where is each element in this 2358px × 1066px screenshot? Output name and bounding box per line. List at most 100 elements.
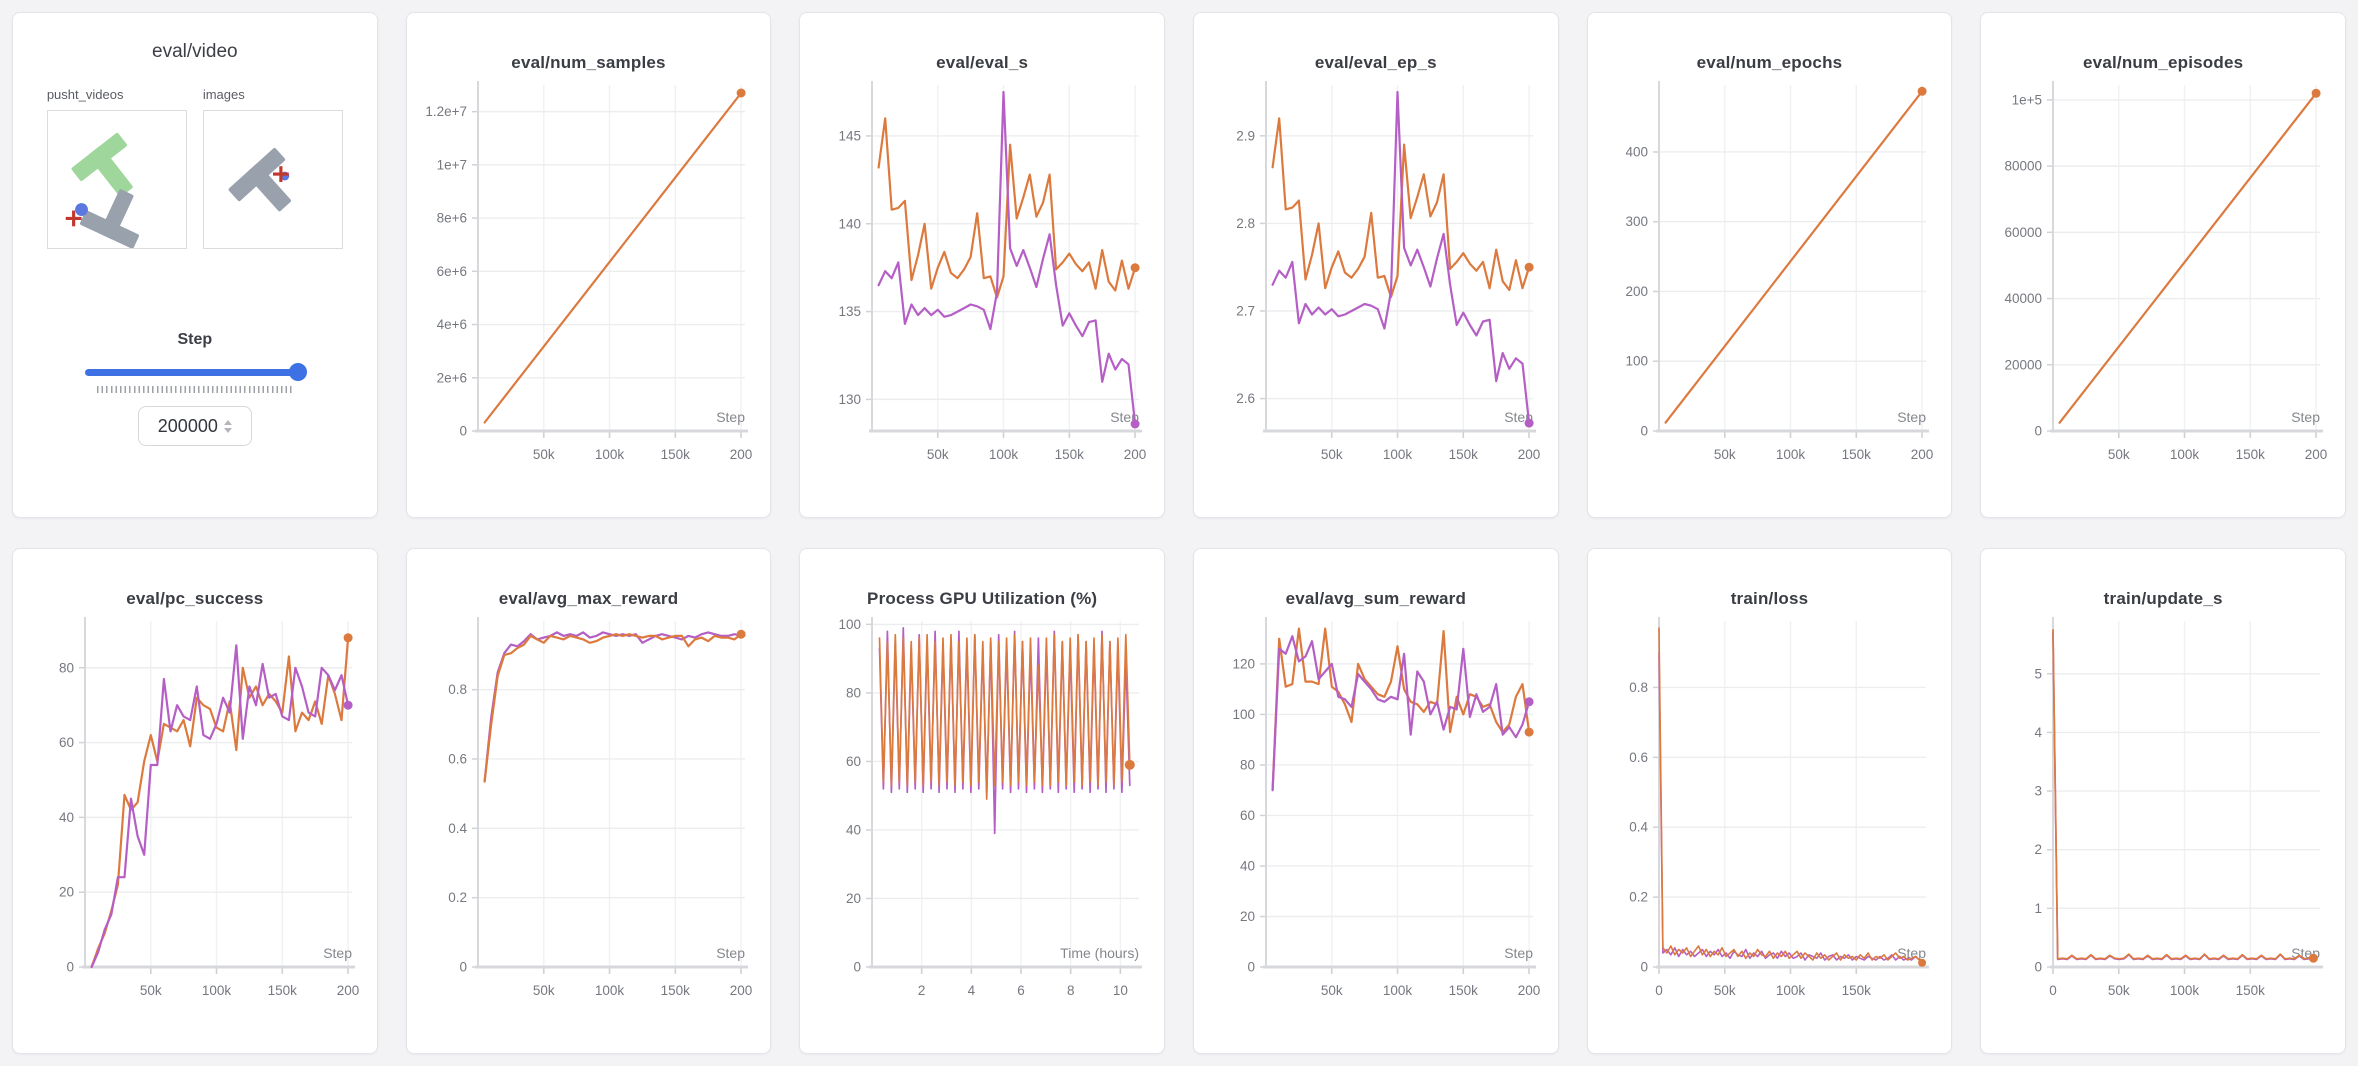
svg-text:150k: 150k <box>1448 983 1478 998</box>
panel-eval-avg-max-reward: eval/avg_max_reward 50k 100k 150k 200 0 0.2 0.… <box>405 548 772 1054</box>
svg-text:50k: 50k <box>1714 447 1736 462</box>
svg-text:1.2e+7: 1.2e+7 <box>426 104 468 119</box>
svg-text:60: 60 <box>846 754 861 769</box>
svg-text:50k: 50k <box>927 447 949 462</box>
step-slider[interactable] <box>84 363 307 381</box>
chart-canvas[interactable]: 50k 100k 150k 200 0 100 200 300 400 Step <box>1597 75 1941 483</box>
svg-text:100: 100 <box>1626 354 1649 369</box>
step-input[interactable]: 200000 <box>137 406 252 446</box>
svg-text:200: 200 <box>2305 447 2328 462</box>
svg-text:2.8: 2.8 <box>1236 216 1255 231</box>
svg-text:8e+6: 8e+6 <box>437 211 467 226</box>
svg-text:1e+5: 1e+5 <box>2012 92 2042 107</box>
svg-text:0: 0 <box>1641 424 1649 439</box>
svg-text:8: 8 <box>1067 983 1075 998</box>
svg-text:0: 0 <box>2035 960 2043 975</box>
svg-text:Step: Step <box>2291 409 2320 425</box>
svg-text:0: 0 <box>1656 983 1664 998</box>
svg-text:100k: 100k <box>1383 447 1413 462</box>
svg-text:0: 0 <box>2049 983 2057 998</box>
svg-text:150k: 150k <box>2236 447 2266 462</box>
svg-text:2: 2 <box>918 983 926 998</box>
svg-text:50k: 50k <box>533 983 555 998</box>
panel-process-gpu-utilization: Process GPU Utilization (%) 2 4 6 8 10 0 20 40 6… <box>799 548 1165 1054</box>
chart-title: Process GPU Utilization (%) <box>867 589 1098 608</box>
panel-eval-num-samples: eval/num_samples 50k 100k 150k 200 0 2e+6 4e+6… <box>405 12 772 518</box>
chart-title: train/update_s <box>2103 589 2223 608</box>
svg-text:100k: 100k <box>1776 983 1806 998</box>
svg-text:0: 0 <box>66 960 74 975</box>
svg-text:6: 6 <box>1017 983 1025 998</box>
svg-text:20: 20 <box>846 891 861 906</box>
chart-title: eval/eval_ep_s <box>1314 53 1437 72</box>
gray-t-shape <box>228 148 291 212</box>
chart-title: eval/num_epochs <box>1696 53 1843 72</box>
svg-text:60: 60 <box>1240 808 1255 823</box>
step-input-value[interactable]: 200000 <box>157 415 218 436</box>
chart-canvas[interactable]: 50k 100k 150k 200 0 0.2 0.4 0.6 0.8 Step <box>416 611 760 1019</box>
svg-text:80: 80 <box>59 660 74 675</box>
panel-train-update-s: train/update_s 0 50k 100k 150k 0 1 2 3 4 5 Step <box>1980 548 2346 1054</box>
panel-eval-num-epochs: eval/num_epochs 50k 100k 150k 200 0 100 200 300… <box>1586 12 1953 518</box>
svg-text:140: 140 <box>839 216 862 231</box>
chart-canvas[interactable]: 50k 100k 150k 200 0 20 40 60 80 Step <box>23 611 367 1019</box>
video-thumbnails: pusht_videos <box>46 87 343 249</box>
svg-text:100: 100 <box>839 617 862 632</box>
svg-text:1e+7: 1e+7 <box>437 157 467 172</box>
svg-text:0.2: 0.2 <box>449 890 468 905</box>
step-down-icon[interactable] <box>223 427 232 433</box>
svg-text:10: 10 <box>1113 983 1128 998</box>
svg-text:Time (hours): Time (hours) <box>1060 945 1139 961</box>
panel-eval-avg-sum-reward: eval/avg_sum_reward 50k 100k 150k 200 0 20 40 6… <box>1192 548 1559 1054</box>
video-panel-title: eval/video <box>152 41 238 62</box>
svg-text:300: 300 <box>1626 214 1649 229</box>
svg-text:0: 0 <box>1247 960 1255 975</box>
svg-text:50k: 50k <box>1321 447 1343 462</box>
svg-text:130: 130 <box>839 392 862 407</box>
svg-text:40: 40 <box>59 810 74 825</box>
agent-dot <box>74 203 88 216</box>
svg-text:20: 20 <box>59 885 74 900</box>
svg-text:20: 20 <box>1240 909 1255 924</box>
svg-text:150k: 150k <box>267 983 297 998</box>
chart-title: eval/pc_success <box>126 589 264 608</box>
svg-text:40: 40 <box>1240 858 1255 873</box>
step-up-icon[interactable] <box>223 419 232 425</box>
step-slider-track[interactable] <box>84 369 305 376</box>
svg-text:100k: 100k <box>989 447 1019 462</box>
svg-text:0: 0 <box>460 960 468 975</box>
svg-text:100k: 100k <box>595 447 625 462</box>
svg-text:200: 200 <box>1626 284 1649 299</box>
svg-text:0: 0 <box>460 424 468 439</box>
step-slider-handle[interactable] <box>288 363 307 381</box>
chart-title: eval/num_episodes <box>2083 53 2244 72</box>
svg-text:3: 3 <box>2035 784 2043 799</box>
svg-text:6e+6: 6e+6 <box>437 264 467 279</box>
svg-text:Step: Step <box>323 945 352 961</box>
panel-eval-num-episodes: eval/num_episodes 50k 100k 150k 200 0 20000 40… <box>1980 12 2346 518</box>
svg-text:2e+6: 2e+6 <box>437 370 467 385</box>
svg-text:100k: 100k <box>1776 447 1806 462</box>
images-thumbnail[interactable] <box>202 110 343 249</box>
svg-text:100k: 100k <box>2170 983 2200 998</box>
svg-text:0: 0 <box>2035 424 2043 439</box>
svg-text:200: 200 <box>1911 447 1934 462</box>
chart-canvas[interactable]: 50k 100k 150k 200 0 20 40 60 80 100 120 Step <box>1204 611 1548 1019</box>
chart-canvas[interactable]: 50k 100k 150k 200 0 2e+6 4e+6 6e+6 8e+6 1e+7 1.2e+… <box>416 75 760 483</box>
svg-text:50k: 50k <box>533 447 555 462</box>
svg-text:Step: Step <box>1504 945 1533 961</box>
svg-text:60000: 60000 <box>2005 225 2043 240</box>
svg-text:120: 120 <box>1232 656 1255 671</box>
chart-canvas[interactable]: 50k 100k 150k 200 0 20000 40000 60000 80000 1e+5 S… <box>1991 75 2335 483</box>
svg-text:200: 200 <box>1518 447 1541 462</box>
pusht-video-thumbnail[interactable] <box>46 110 187 249</box>
step-stepper[interactable] <box>223 419 232 433</box>
pusht-videos-label: pusht_videos <box>46 87 124 102</box>
svg-text:60: 60 <box>59 735 74 750</box>
